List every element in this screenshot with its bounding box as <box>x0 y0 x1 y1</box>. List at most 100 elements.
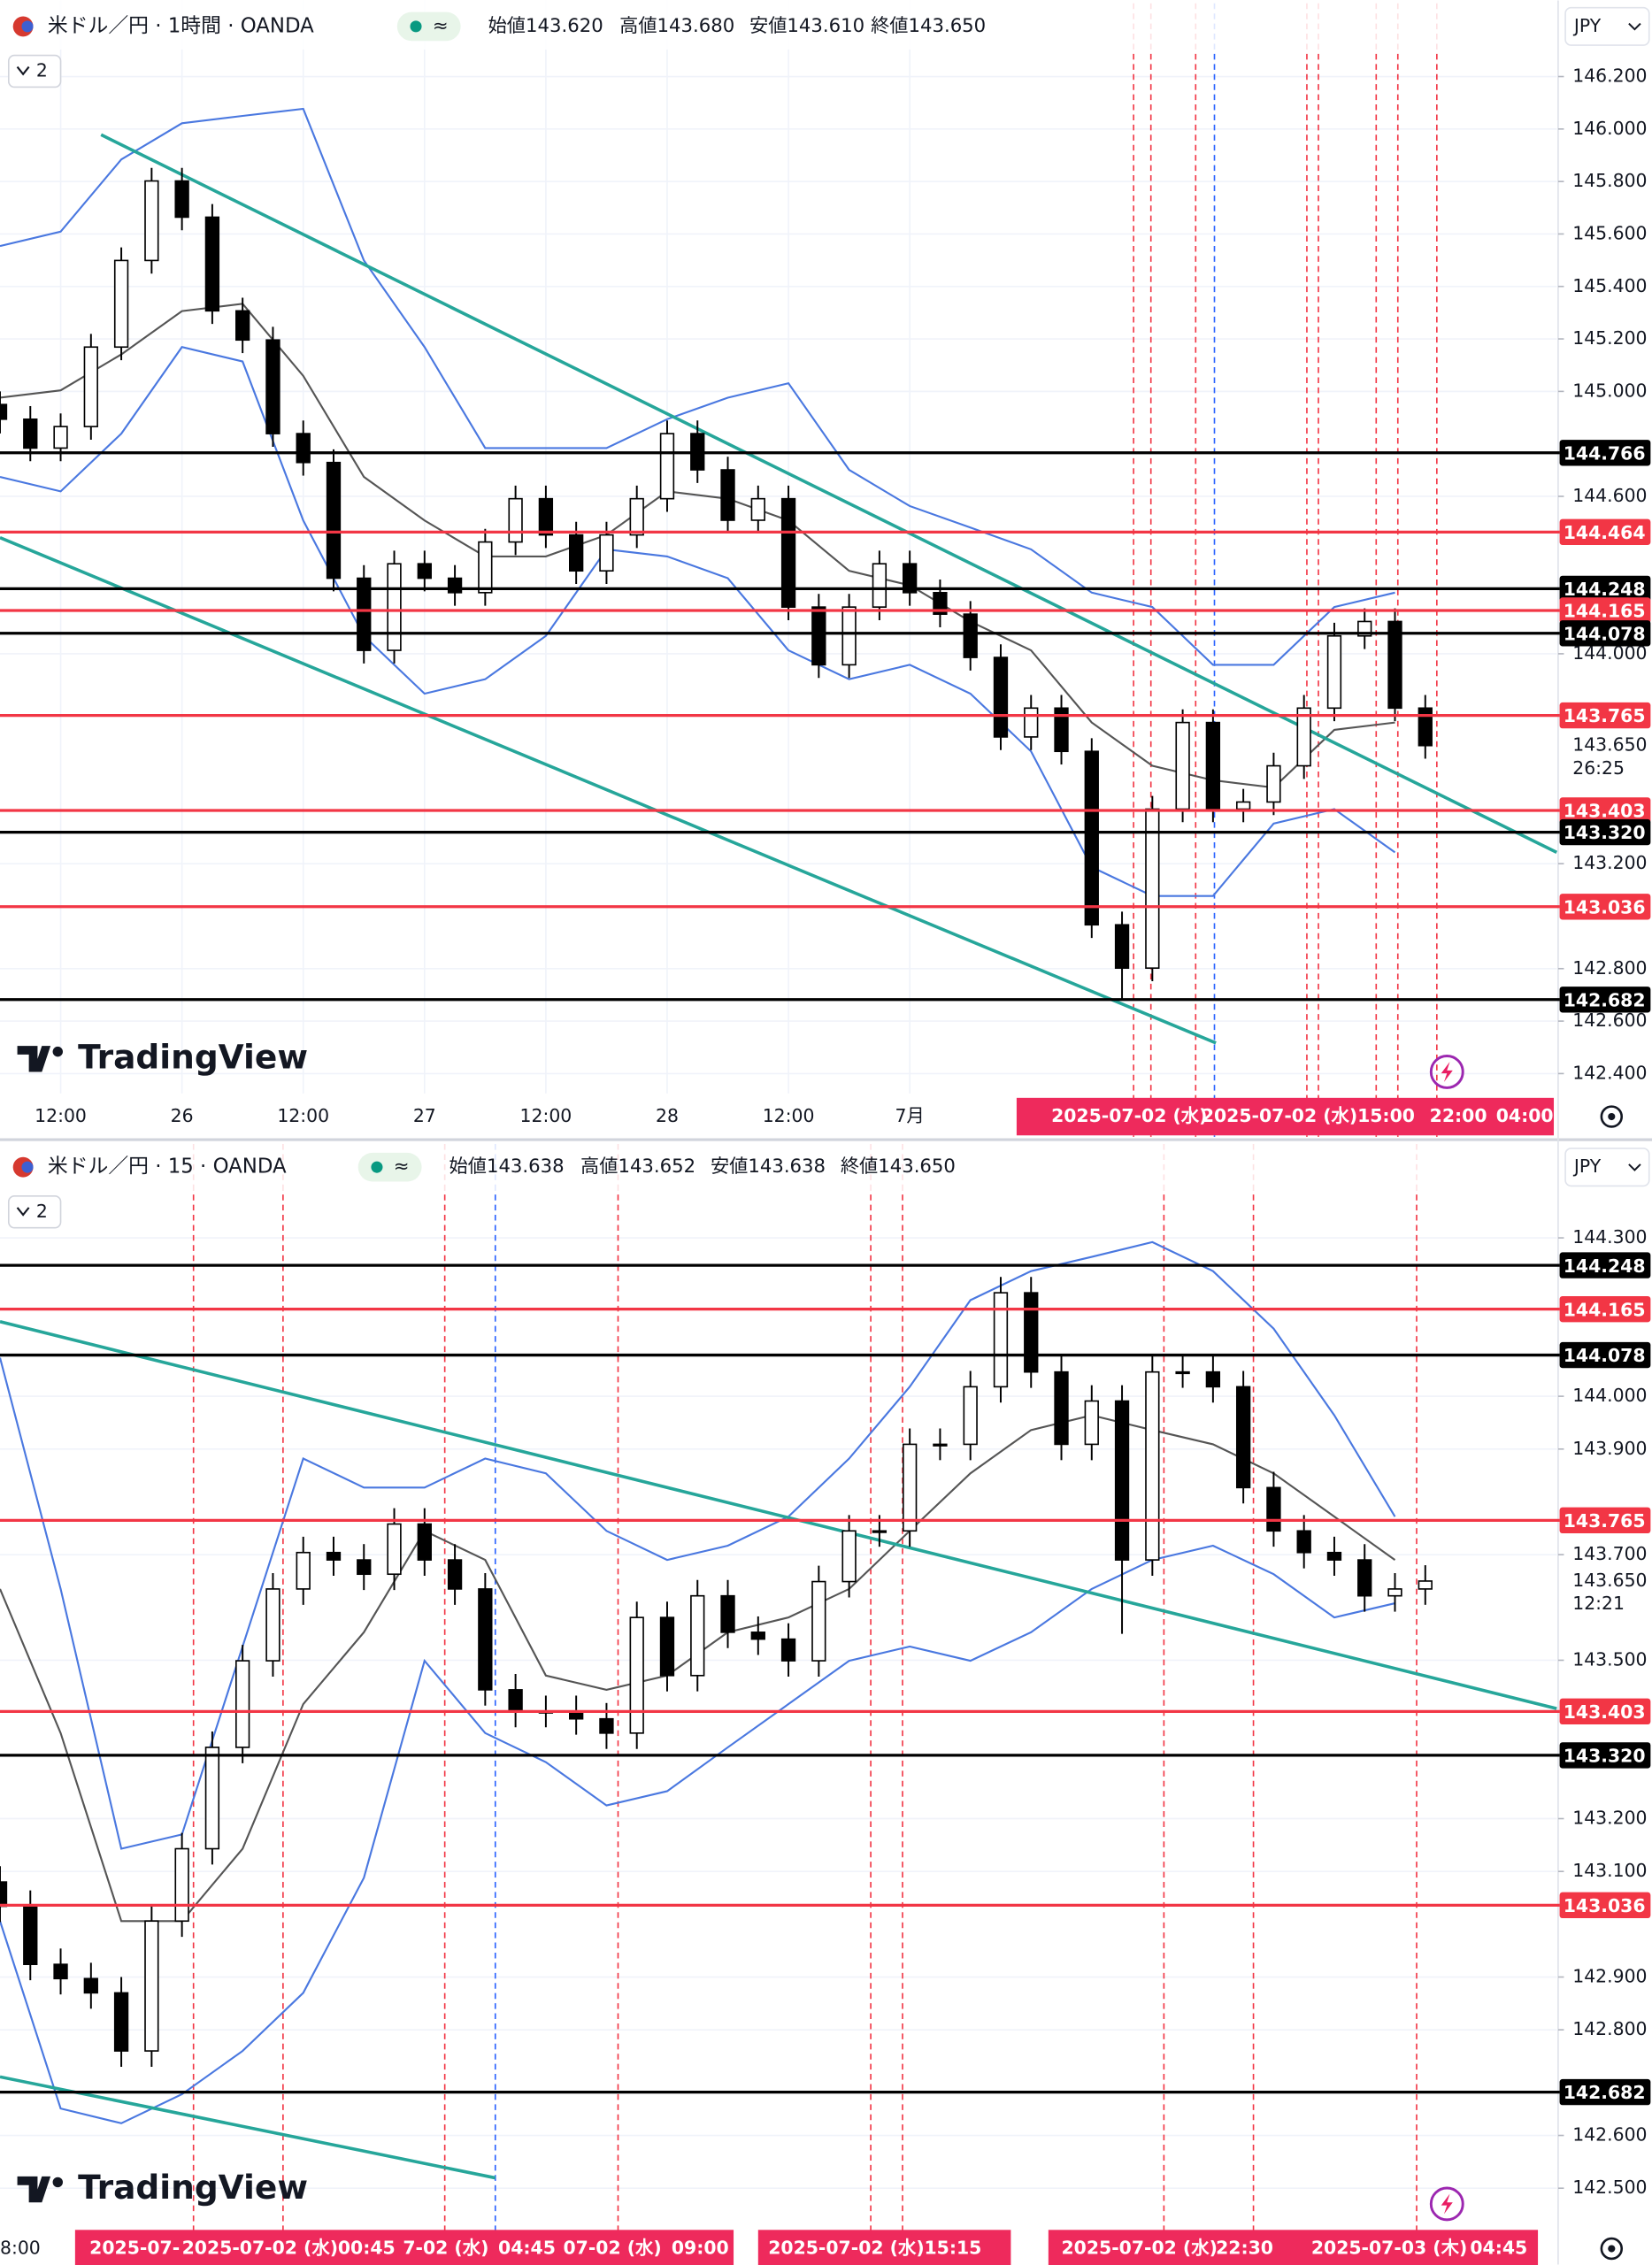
y-tick-label: 142.400 <box>1572 1062 1647 1083</box>
candle-body <box>720 469 735 521</box>
time-label: 2025-07-02 (水) <box>1202 1105 1357 1126</box>
level-tag <box>1559 597 1651 624</box>
header-bg <box>0 0 1557 50</box>
chevron <box>16 1207 30 1217</box>
level-tag <box>1559 2078 1651 2106</box>
level-label: 144.464 <box>1564 522 1646 543</box>
candle-body <box>113 1992 129 2052</box>
candle-body <box>174 1847 189 1923</box>
header-bg <box>0 1140 1557 1191</box>
level-label: 144.766 <box>1564 442 1646 464</box>
candle-body <box>174 180 189 219</box>
candle-body <box>599 534 614 572</box>
candle-body <box>1326 1551 1342 1561</box>
y-tick-label: 145.200 <box>1572 327 1647 349</box>
candle-body <box>1296 1530 1311 1554</box>
x-tick-label: 7月 <box>895 1105 924 1126</box>
candle-body <box>1296 707 1311 767</box>
level-label: 142.682 <box>1564 2082 1646 2103</box>
level-tag <box>1559 1698 1651 1725</box>
level-label: 143.765 <box>1564 705 1646 726</box>
candle-body <box>780 497 796 608</box>
last-price-bg <box>1561 733 1651 782</box>
candle-body <box>23 418 38 449</box>
status-dot <box>371 1161 383 1173</box>
panel: 144.300 144.000 143.900 143.700 143.500 143.2… <box>0 1140 1651 2265</box>
y-tick-label: 143.500 <box>1572 1648 1647 1670</box>
x-tick-label: 12:00 <box>35 1105 87 1126</box>
status-wave: ≈ <box>394 1156 410 1178</box>
currency-button[interactable] <box>1564 1148 1650 1187</box>
time-label: 2025-07-02 (水) <box>182 2238 338 2259</box>
y-tick-label: 146.200 <box>1572 65 1647 87</box>
y-tick-label: 144.600 <box>1572 485 1647 506</box>
time-label: 15:00 <box>1357 1105 1415 1126</box>
ohlc-value: 始値143.638 <box>449 1156 565 1178</box>
indicator-count: 2 <box>36 1201 48 1222</box>
candle-body <box>387 1523 402 1576</box>
level-tag <box>1559 440 1651 466</box>
countdown: 12:21 <box>1572 1593 1625 1614</box>
candle-body <box>144 180 159 262</box>
flag-icon-inner <box>21 20 34 33</box>
tv-logo-dot <box>52 1046 63 1057</box>
settings-icon[interactable] <box>1600 1105 1624 1128</box>
settings-icon-inner <box>1608 2245 1616 2253</box>
level-tag <box>1559 818 1651 846</box>
candle-body <box>1387 1588 1402 1597</box>
time-label: 07-02 (水) <box>563 2238 661 2259</box>
time-box <box>1016 1097 1555 1136</box>
y-tick-label: 142.800 <box>1572 957 1647 979</box>
level-tag <box>1559 1252 1651 1278</box>
candle-body <box>1054 1371 1069 1446</box>
candle-body <box>659 1616 675 1677</box>
x-tick-label: 26 <box>171 1105 194 1126</box>
candle-body <box>750 1632 765 1640</box>
candle-body <box>478 1588 493 1691</box>
tv-logo-dot <box>52 2177 63 2188</box>
candle-body <box>83 1977 98 1994</box>
ohlc-value: 安値143.638 <box>711 1156 826 1178</box>
level-tag <box>1559 1295 1651 1323</box>
settings-icon[interactable] <box>1600 2237 1624 2261</box>
currency-button[interactable] <box>1564 6 1650 46</box>
candle-body <box>144 1920 159 2052</box>
candle-body <box>902 563 918 594</box>
level-tag <box>1559 1742 1651 1769</box>
candle-body <box>933 592 948 615</box>
y-tick-label: 143.200 <box>1572 1807 1647 1828</box>
x-tick-label: 12:00 <box>520 1105 572 1126</box>
candle-body <box>1418 707 1433 747</box>
candle-body <box>993 1292 1009 1388</box>
candle-body <box>83 346 98 427</box>
level-label: 144.165 <box>1564 601 1646 622</box>
level-label: 144.248 <box>1564 579 1646 600</box>
level-label: 143.036 <box>1564 896 1646 918</box>
y-tick-label: 145.400 <box>1572 275 1647 296</box>
y-tick-label: 145.600 <box>1572 222 1647 243</box>
chevron <box>1628 1163 1641 1171</box>
candle-body <box>0 1881 8 1908</box>
chevron <box>1628 22 1641 31</box>
indicator-toggle[interactable] <box>7 54 62 88</box>
level-label: 143.765 <box>1564 1510 1646 1532</box>
level-label: 143.403 <box>1564 1701 1646 1723</box>
status-pill <box>357 1152 422 1182</box>
candle-body <box>1205 721 1221 810</box>
level-tag <box>1559 1507 1651 1534</box>
alert-icon[interactable] <box>1429 2186 1464 2222</box>
level-label: 143.320 <box>1564 822 1646 843</box>
candle-body <box>1326 634 1342 710</box>
level-tag <box>1559 797 1651 824</box>
candle-body <box>508 1689 523 1713</box>
ohlc-value: 終値143.650 <box>871 15 986 37</box>
symbol-title[interactable]: 米ドル／円 · 1時間 · OANDA <box>48 14 314 37</box>
y-tick-label: 144.300 <box>1572 1226 1647 1248</box>
y-tick-label: 144.000 <box>1572 1385 1647 1406</box>
alert-icon[interactable] <box>1429 1055 1464 1089</box>
band-upper <box>0 107 1395 666</box>
indicator-toggle[interactable] <box>7 1194 62 1229</box>
candle-body <box>872 1530 887 1533</box>
symbol-title[interactable]: 米ドル／円 · 15 · OANDA <box>48 1156 287 1179</box>
